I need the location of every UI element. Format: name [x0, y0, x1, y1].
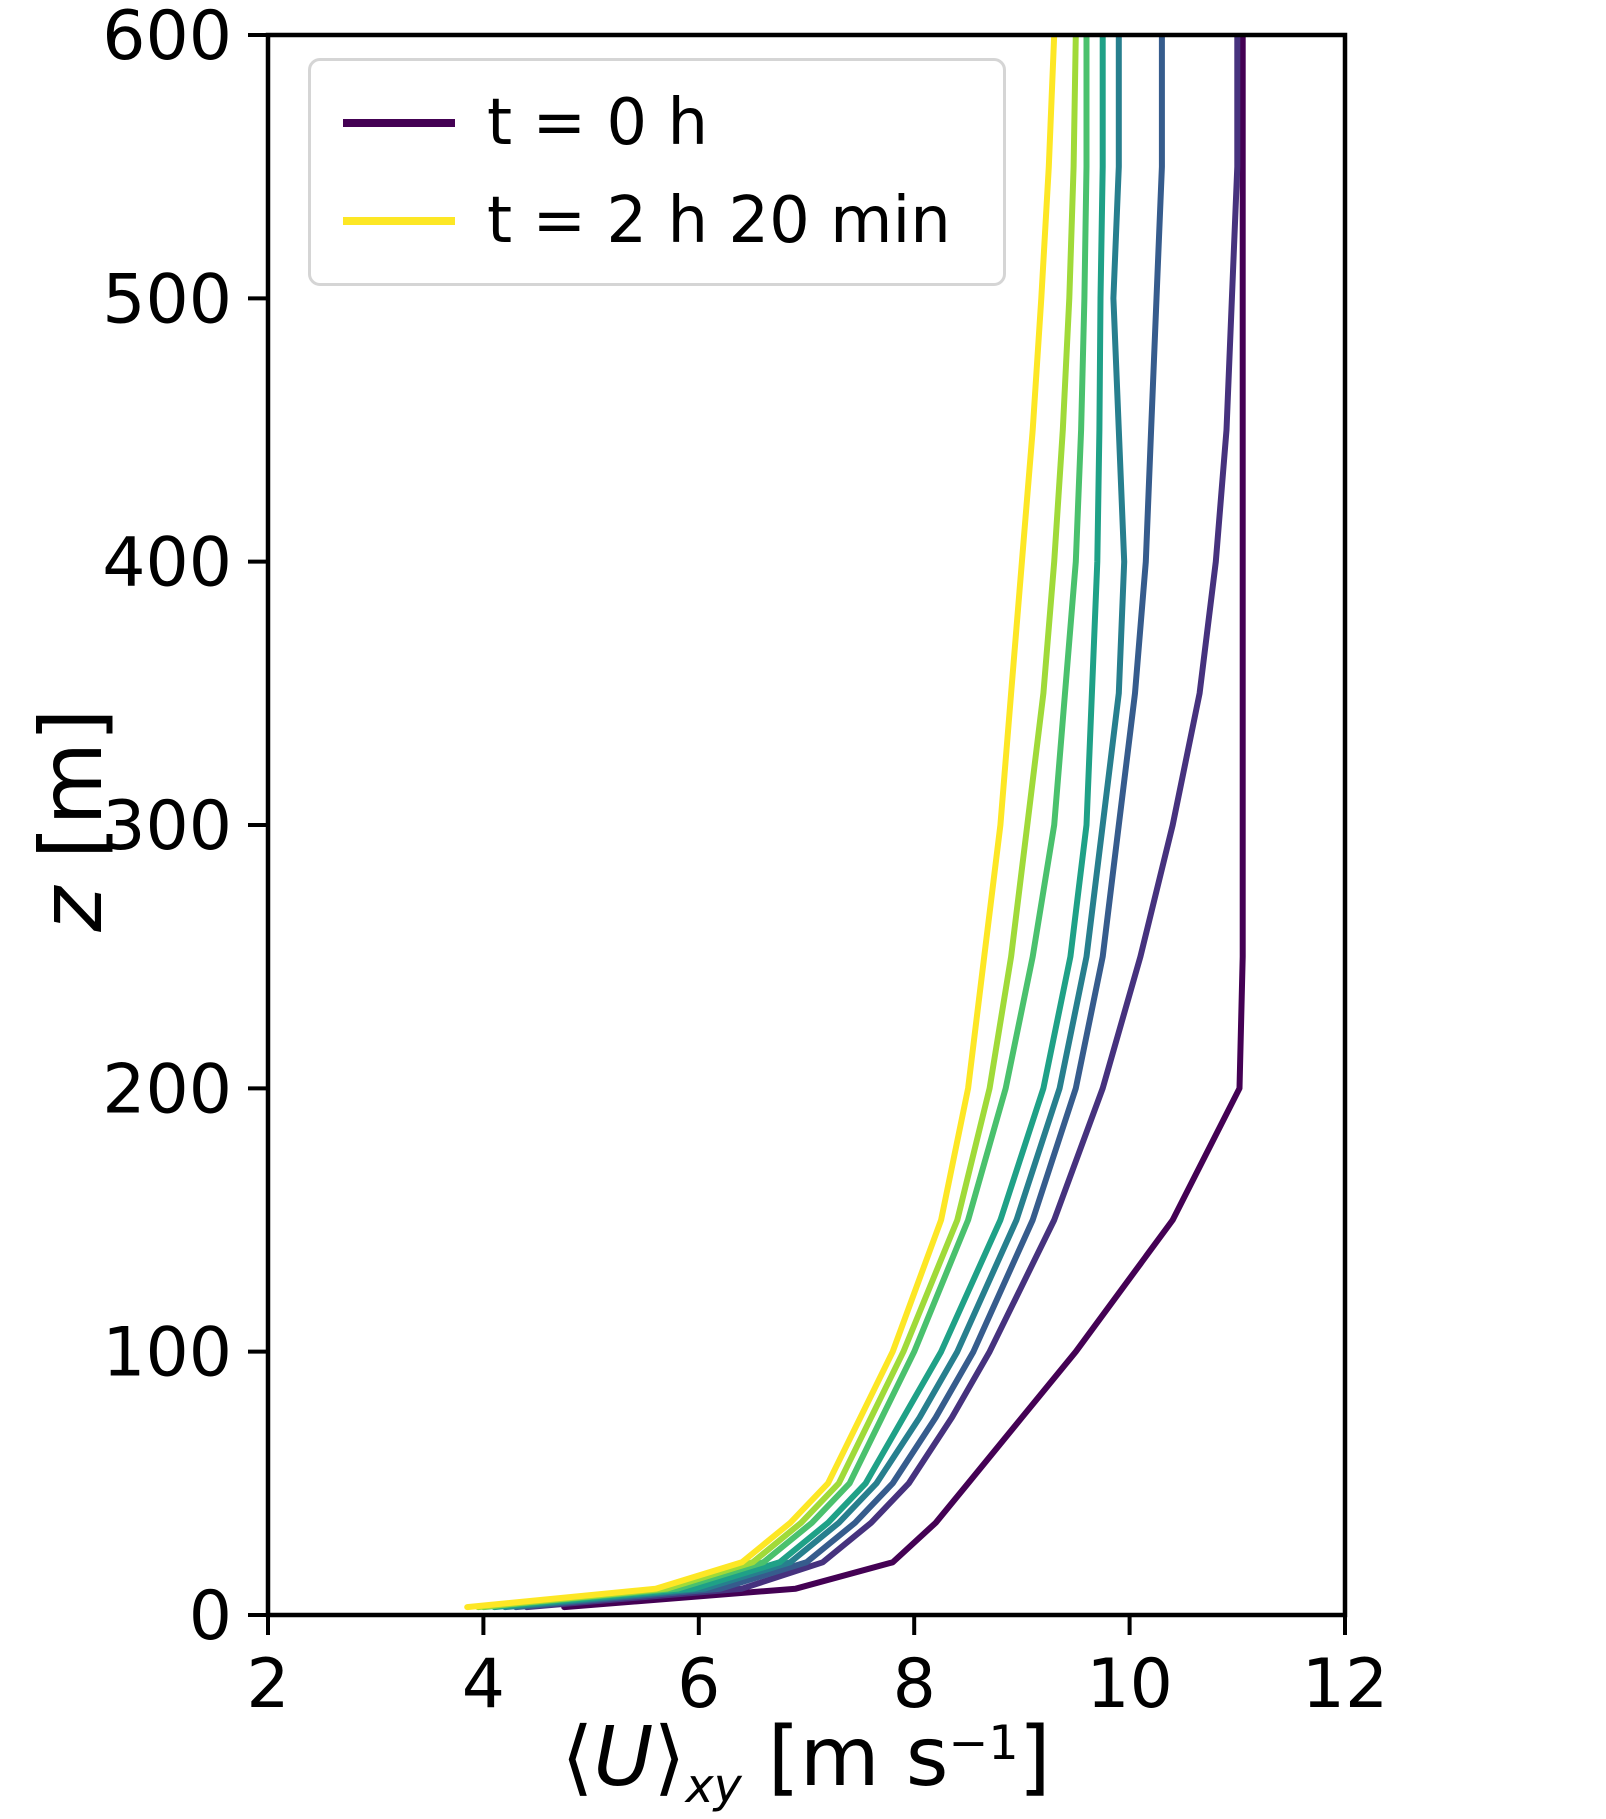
x-axis-unit-post: ]	[1018, 1710, 1051, 1806]
angle-bracket-close: ⟩	[653, 1710, 686, 1806]
series-line-t-1h-40min	[480, 35, 1090, 1611]
series-line-t-1h-20min	[491, 35, 1106, 1611]
y-tick-label: 500	[102, 260, 232, 339]
y-tick-label: 300	[102, 787, 232, 866]
legend-line-sample-t0	[343, 119, 455, 127]
x-axis-variable: U	[593, 1710, 654, 1806]
x-axis-subscript: xy	[685, 1758, 742, 1814]
y-axis-variable: z	[22, 886, 122, 932]
series-line-t-1h-00min	[501, 35, 1128, 1611]
y-tick-label: 100	[102, 1314, 232, 1393]
x-tick-label: 10	[1086, 1645, 1173, 1724]
x-tick-label: 6	[677, 1645, 720, 1724]
legend-entry-t-final: t = 2 h 20 min	[343, 189, 951, 253]
y-axis-unit: [m]	[22, 708, 122, 887]
y-tick-label: 200	[102, 1050, 232, 1129]
y-tick-label: 600	[102, 0, 232, 76]
y-axis-label: z [m]	[22, 708, 122, 931]
x-tick-label: 12	[1302, 1645, 1389, 1724]
y-tick-label: 0	[189, 1577, 232, 1656]
x-tick-label: 2	[246, 1645, 289, 1724]
series-group	[464, 35, 1246, 1611]
legend-label-t-final: t = 2 h 20 min	[487, 184, 951, 258]
legend-entry-t0: t = 0 h	[343, 91, 951, 155]
series-line-t-0h-40min	[512, 35, 1165, 1611]
series-line-t-0h-20min	[523, 35, 1241, 1611]
legend-box: t = 0 h t = 2 h 20 min	[308, 58, 1006, 286]
series-line-t-2h-20min	[464, 35, 1058, 1611]
x-tick-label: 8	[893, 1645, 936, 1724]
x-axis-label: ⟨U⟩xy [m s−1]	[561, 1710, 1050, 1814]
x-tick-label: 4	[462, 1645, 505, 1724]
series-line-t-0h-00min	[561, 35, 1246, 1611]
legend-line-sample-t-final	[343, 217, 455, 225]
x-axis-unit-pre: [m s	[741, 1710, 949, 1806]
x-axis-exponent: −1	[948, 1716, 1019, 1772]
angle-bracket-open: ⟨	[561, 1710, 594, 1806]
legend-label-t0: t = 0 h	[487, 86, 709, 160]
y-tick-label: 400	[102, 524, 232, 603]
series-line-t-2h-00min	[475, 35, 1079, 1611]
